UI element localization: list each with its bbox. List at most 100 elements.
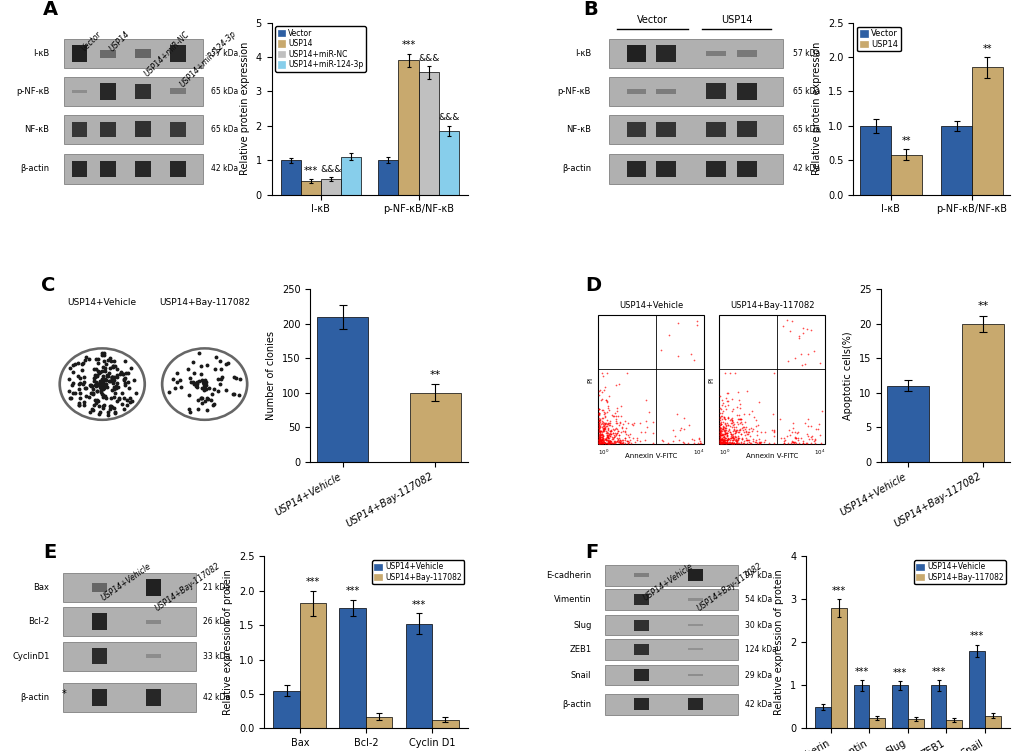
Text: PI: PI xyxy=(707,377,713,383)
Point xyxy=(714,437,731,449)
Point xyxy=(718,430,735,442)
Point xyxy=(590,434,606,446)
Point xyxy=(711,435,728,447)
Point xyxy=(599,430,615,442)
Point xyxy=(606,427,623,439)
Point xyxy=(712,437,729,449)
Point xyxy=(610,436,627,448)
Bar xyxy=(300,603,326,728)
Point xyxy=(717,429,734,441)
Point xyxy=(741,434,757,446)
Point xyxy=(600,434,616,446)
Point xyxy=(605,410,622,422)
Point xyxy=(725,432,741,444)
Point xyxy=(797,417,813,429)
Text: ***: *** xyxy=(304,166,318,176)
Point xyxy=(730,433,746,445)
Point xyxy=(716,427,733,439)
Point xyxy=(673,421,689,433)
Point xyxy=(716,432,733,444)
Bar xyxy=(737,161,756,177)
Point xyxy=(717,395,734,407)
Point xyxy=(741,437,757,449)
Text: &&&: &&& xyxy=(438,113,460,122)
Point xyxy=(591,417,607,429)
Point xyxy=(712,403,729,415)
Point xyxy=(596,381,612,393)
Bar xyxy=(63,607,196,636)
Point xyxy=(615,432,632,444)
Point xyxy=(713,437,730,449)
Point xyxy=(590,403,606,415)
Point xyxy=(749,429,765,441)
Point xyxy=(593,430,609,442)
Point xyxy=(799,413,815,425)
Point xyxy=(592,431,608,443)
Point xyxy=(734,433,750,445)
Point xyxy=(727,427,743,439)
Point xyxy=(599,437,615,449)
Point xyxy=(596,424,612,436)
Point xyxy=(738,436,754,448)
Point xyxy=(711,425,728,437)
Point xyxy=(594,434,610,446)
Point xyxy=(604,433,621,445)
Point xyxy=(607,422,624,434)
Point xyxy=(592,436,608,448)
Point xyxy=(590,403,606,415)
Point xyxy=(592,437,608,449)
Point xyxy=(718,436,735,448)
Text: &&&: &&& xyxy=(320,164,341,173)
Point xyxy=(606,408,623,420)
Point xyxy=(592,434,608,446)
Point xyxy=(604,423,621,435)
Bar xyxy=(366,716,392,728)
Text: NF-κB: NF-κB xyxy=(566,125,590,134)
Text: p-NF-κB: p-NF-κB xyxy=(16,87,49,96)
Point xyxy=(688,318,704,330)
Point xyxy=(723,419,740,431)
Point xyxy=(726,437,742,449)
Text: 42 kDa: 42 kDa xyxy=(211,164,238,173)
Point xyxy=(591,434,607,446)
Point xyxy=(606,423,623,435)
Point xyxy=(592,435,608,447)
Point xyxy=(811,429,827,441)
Point xyxy=(601,435,618,447)
Point xyxy=(591,436,607,448)
Point xyxy=(685,354,701,366)
Point xyxy=(590,426,606,438)
Bar xyxy=(604,665,737,686)
Text: 65 kDa: 65 kDa xyxy=(211,125,238,134)
Point xyxy=(711,436,728,448)
Point xyxy=(749,437,765,449)
Point xyxy=(765,425,782,437)
Bar xyxy=(63,683,196,712)
Point xyxy=(782,325,798,337)
Point xyxy=(729,426,745,438)
Point xyxy=(720,436,737,448)
Point xyxy=(722,432,739,444)
Point xyxy=(590,431,606,443)
Bar xyxy=(655,89,676,95)
Point xyxy=(737,421,753,433)
Text: Bcl-2: Bcl-2 xyxy=(29,617,50,626)
Point xyxy=(605,431,622,443)
Point xyxy=(640,406,656,418)
Point xyxy=(727,437,743,449)
Bar xyxy=(146,620,161,624)
Point xyxy=(785,436,801,448)
Bar xyxy=(830,608,846,728)
Bar xyxy=(63,39,203,68)
Point xyxy=(590,425,606,437)
Point xyxy=(590,431,606,443)
Point xyxy=(590,437,606,449)
Point xyxy=(596,423,612,435)
Point xyxy=(590,417,606,429)
Bar xyxy=(608,77,783,106)
Point xyxy=(681,419,697,431)
Point xyxy=(719,432,736,444)
Point xyxy=(590,421,606,433)
Point xyxy=(723,425,740,437)
Point xyxy=(619,435,635,447)
